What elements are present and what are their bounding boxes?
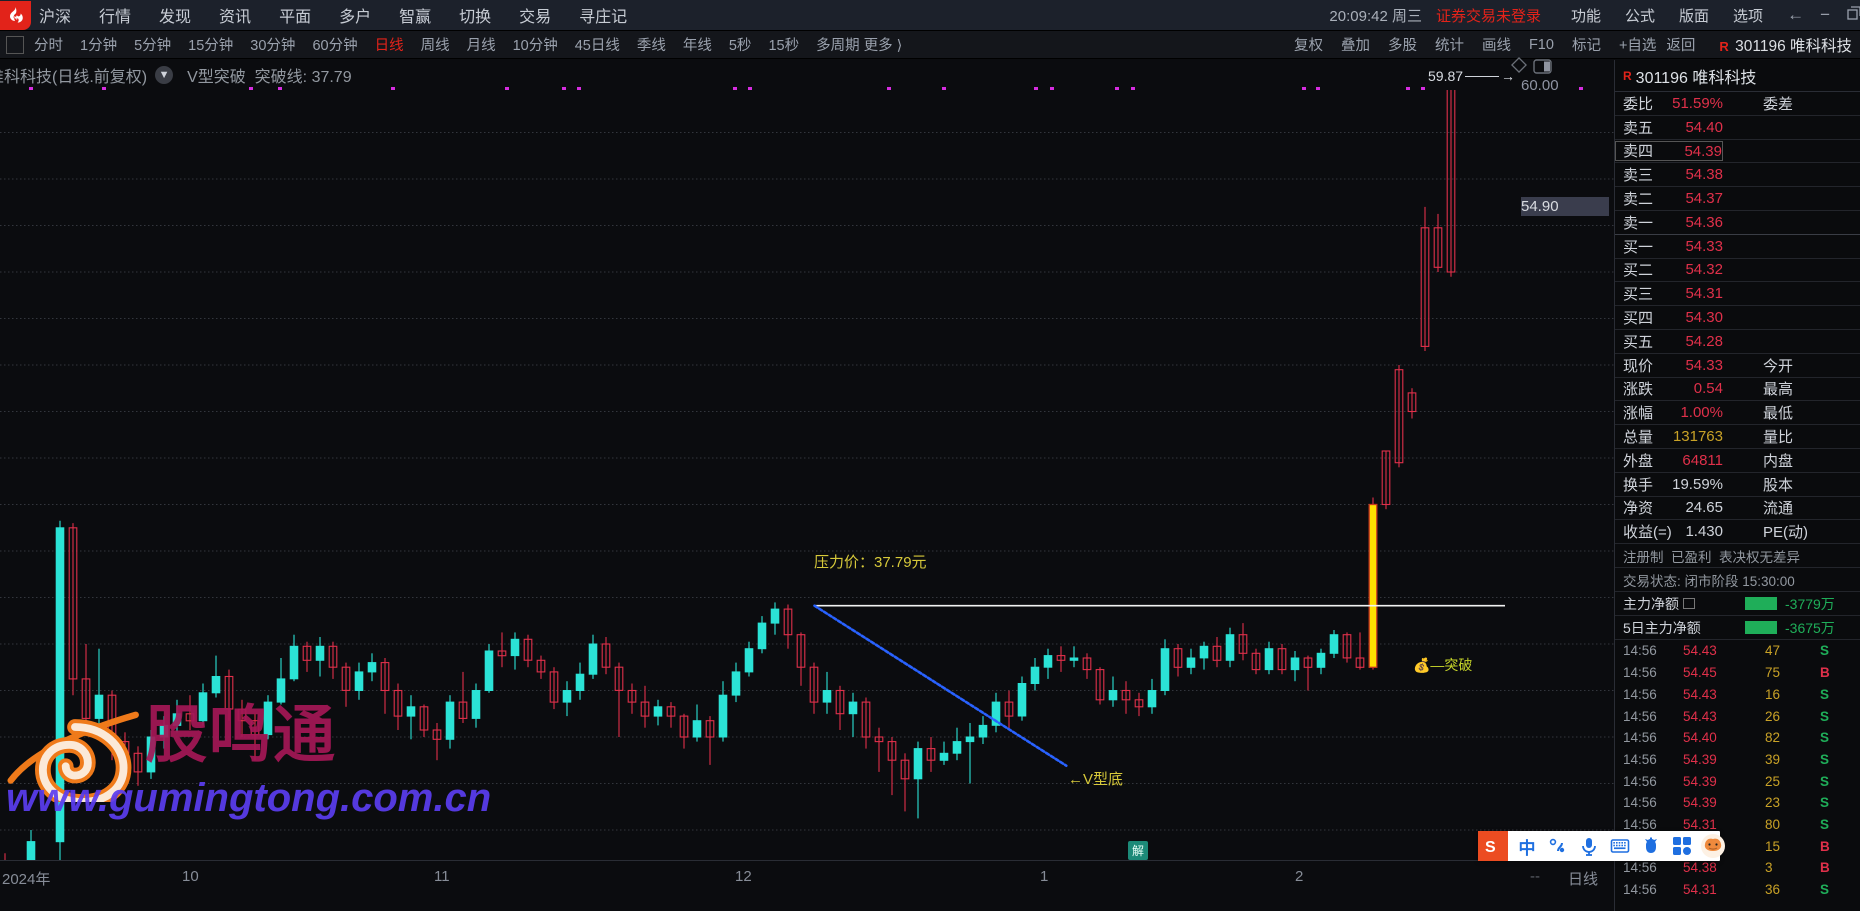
svg-text:S: S xyxy=(1485,839,1496,856)
